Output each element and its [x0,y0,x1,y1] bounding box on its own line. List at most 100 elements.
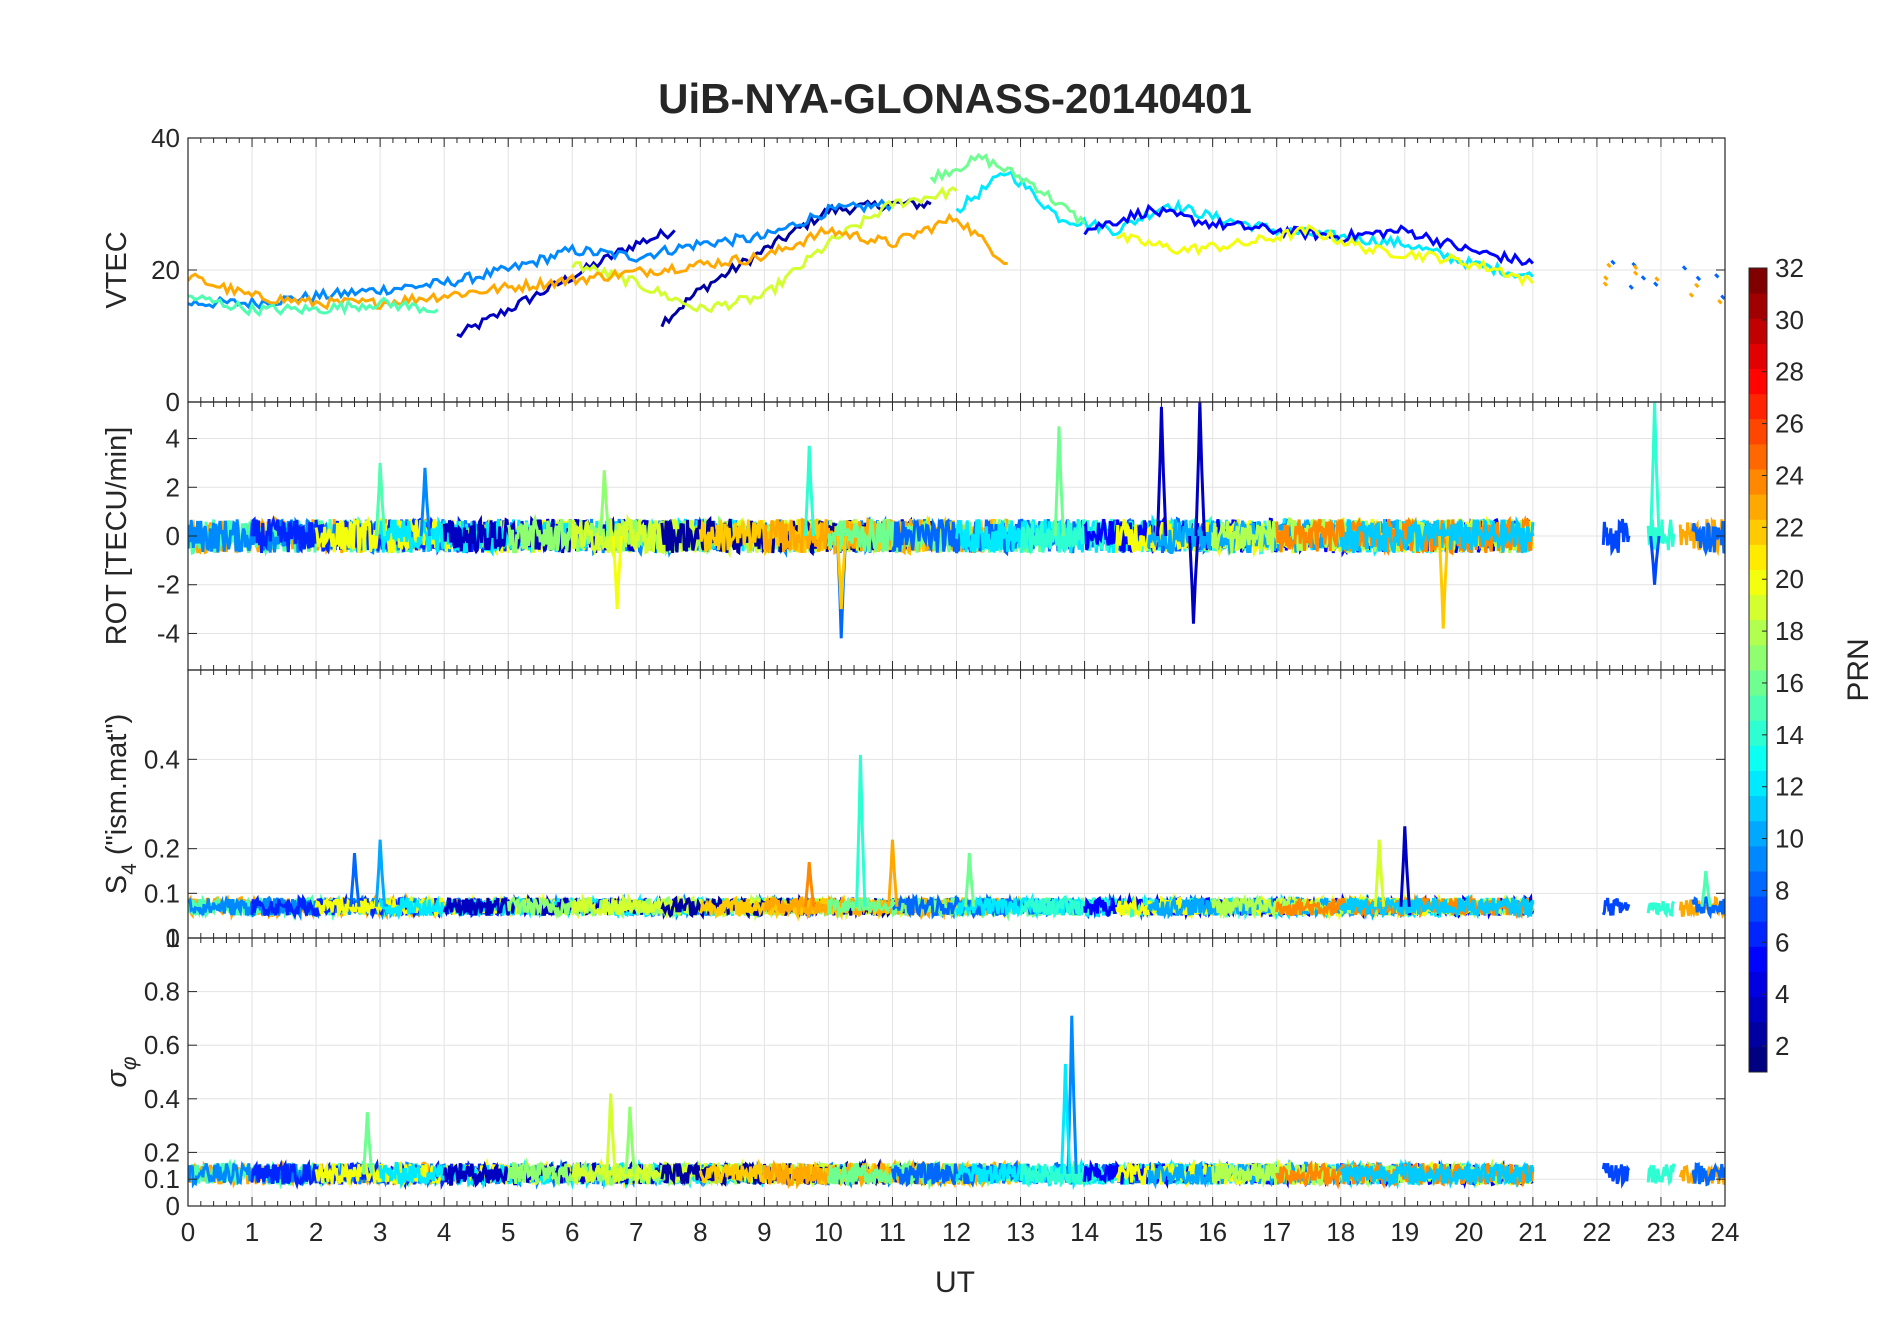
vtec-series-prn-23 [188,212,1008,311]
traces-rot [188,402,1725,639]
colorbar-tick-label: 28 [1775,357,1804,387]
traces-sigma_phi [188,1015,1725,1191]
colorbar-swatch [1749,720,1767,746]
y-tick-label: 0.2 [144,834,180,864]
colorbar-tick-label: 14 [1775,720,1804,750]
vtec-fragment [1688,292,1695,298]
x-tick-label: 21 [1518,1217,1547,1247]
vtec-series-prn-9 [188,198,894,310]
traces-s4 [188,754,1725,922]
s4-spike [855,754,867,907]
colorbar-swatch [1749,494,1767,520]
y-tick-labels-rot: -4 -2 0 2 4 0 [157,387,1725,648]
x-tick-label: 18 [1326,1217,1355,1247]
colorbar-swatch [1749,469,1767,495]
x-tick-label: 7 [629,1217,643,1247]
colorbar-tick-label: 12 [1775,772,1804,802]
colorbar-swatch [1749,745,1767,771]
y-tick-label: 40 [151,123,180,153]
colorbar-swatch [1749,1046,1767,1073]
colorbar-swatch [1749,318,1767,344]
vtec-fragment [1717,299,1723,305]
x-tick-label: 6 [565,1217,579,1247]
rot-spike [419,467,431,537]
colorbar-swatch [1749,1021,1767,1048]
s4-spike [887,839,899,907]
colorbar-tick-label: 6 [1775,927,1789,957]
rot-spike [1194,402,1206,537]
y-tick-label: 0.8 [144,977,180,1007]
s4-spike [349,853,361,907]
x-tick-label: 11 [879,1217,906,1247]
x-ticks-s4 [187,670,1726,938]
vtec-fragment [1695,275,1702,282]
vtec-series-prn-5 [1083,203,1534,267]
vtec-fragment [1603,275,1609,281]
rot-spike [803,445,816,537]
vtec-fragment [1632,264,1639,270]
colorbar-swatch [1749,921,1767,947]
colorbar-swatch [1749,695,1767,721]
colorbar-swatch [1749,644,1767,671]
y-axis-label-vtec: VTEC [101,231,133,308]
sigma_phi-series-prn-14 [1646,1163,1676,1187]
s4-spike [374,839,387,907]
rot-series-prn-11 [1339,516,1535,554]
vtec-fragment [1654,276,1660,282]
x-ticks-sigma_phi [187,938,1726,1206]
vtec-fragment [1653,281,1659,287]
colorbar-swatch [1749,795,1767,822]
y-tick-label: 0 [166,1191,180,1221]
panel-s4: 0.1 0.2 0.4 0 S4 ("ism.mat") [101,669,1726,953]
rot-series-prn-8 [1691,521,1725,557]
vtec-fragment [1714,273,1720,279]
rot-spike [1053,426,1065,537]
vtec-series-prn-16 [929,152,1086,225]
colorbar-swatch [1749,268,1767,294]
colorbar-swatch [1749,418,1767,445]
sigma_phi-spike [1066,1015,1078,1174]
vtec-series-prn-15 [188,294,439,318]
y-tick-label: 0.6 [144,1030,180,1060]
s4-spike [1399,826,1411,907]
vtec-fragment [1628,284,1634,290]
colorbar-tick-label: 10 [1775,824,1804,854]
x-tick-labels: 0 1 2 3 4 5 6 7 8 9 10 11 12 13 14 15 16 17 18 19 20 21 22 23 24 [181,1217,1740,1247]
rot-spike [374,462,387,537]
colorbar-swatch [1749,368,1767,395]
x-tick-label: 23 [1646,1217,1675,1247]
traces-vtec [188,152,1725,339]
colorbar-swatch [1749,594,1767,621]
rot-spike [1649,535,1661,585]
s4-spike [803,861,816,907]
colorbar-frame [1748,267,1768,1073]
colorbar-tick-label: 8 [1775,875,1789,905]
colorbar-swatch [1749,519,1767,545]
x-ticks-vtec [187,138,1726,402]
y-tick-label: 4 [166,424,180,454]
x-axis-label: UT [935,1266,975,1299]
y-tick-labels-sigma_phi: 00.10.20.40.60.81 [144,923,1725,1221]
colorbar-swatch [1749,946,1767,972]
y-tick-label-top: 0 [166,387,180,417]
y-tick-label: 20 [151,255,180,285]
rot-series-prn-7 [1601,518,1631,557]
s4-spike [1373,839,1386,907]
vtec-fragment [1640,275,1647,281]
colorbar-tick-label: 30 [1775,305,1804,335]
x-tick-label: 22 [1582,1217,1611,1247]
colorbar-tick-label: 2 [1775,1031,1789,1061]
y-tick-label-top: 1 [166,923,180,953]
x-tick-label: 20 [1454,1217,1483,1247]
s4-series-prn-7 [1601,897,1631,916]
s4-series-prn-14 [1646,900,1676,919]
colorbar-swatch [1749,544,1767,570]
sigma_phi-spike [1060,1063,1072,1174]
x-tick-label: 5 [501,1217,515,1247]
y-axis-label-s4: S4 ("ism.mat") [101,714,141,895]
colorbar-swatch [1749,845,1767,872]
